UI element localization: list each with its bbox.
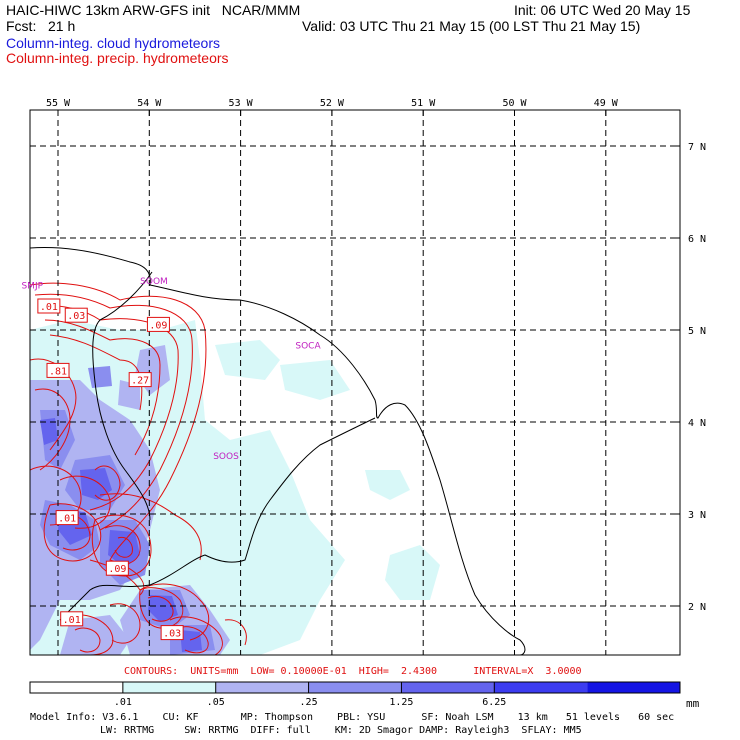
colorbar: .01 .05 .25 1.25 6.25 [29, 681, 681, 708]
contour-label-text: .01 [63, 615, 81, 626]
contour-info: CONTOURS: UNITS=mm LOW= 0.10000E-01 HIGH… [124, 666, 582, 677]
lon-label: 53 W [229, 98, 254, 109]
colorbar-units: mm [686, 697, 700, 710]
colorbar-swatch [308, 682, 402, 693]
lat-lon-grid [30, 110, 680, 655]
contour-label-box [105, 560, 129, 576]
plot-title: HAIC-HIWC 13km ARW-GFS init NCAR/MMM [6, 2, 301, 18]
contour-label-box [46, 362, 70, 378]
contour-label-text: .81 [49, 366, 67, 377]
field-cloud-hydrometeors: Column-integ. cloud hydrometeors [6, 35, 220, 51]
colorbar-swatch [494, 682, 588, 693]
init-time: Init: 06 UTC Wed 20 May 15 [514, 2, 691, 18]
contour-label-box [64, 307, 88, 323]
colorbar-tick-label: .25 [300, 697, 318, 708]
lat-label: 6 N [688, 234, 706, 245]
station-label: SOCA [295, 341, 321, 351]
model-info-line2: LW: RRTMG SW: RRTMG DIFF: full KM: 2D Sm… [100, 725, 582, 736]
hydrometeor-shading [30, 320, 440, 655]
contour-label-text: .09 [108, 564, 126, 575]
longitude-labels: 55 W 54 W 53 W 52 W 51 W 50 W 49 W [46, 98, 619, 109]
station-label: SOOS [213, 452, 239, 462]
lat-label: 2 N [688, 602, 706, 613]
colorbar-tick-label: .05 [207, 697, 225, 708]
station-labels: SMJP SOOM SOCA SOOS [21, 277, 321, 462]
contour-label-box [60, 611, 84, 627]
contour-label-text: .01 [58, 514, 76, 525]
contour-label-box [55, 510, 79, 526]
station-label: SMJP [21, 282, 43, 292]
lon-label: 54 W [137, 98, 162, 109]
contour-label: .03 [160, 625, 184, 641]
lon-label: 52 W [320, 98, 345, 109]
contour-label-text: .09 [149, 320, 167, 331]
contour-label: .01 [37, 298, 61, 314]
forecast-hour: Fcst: 21 h [6, 18, 76, 34]
contour-label: .09 [105, 560, 129, 576]
colorbar-swatch [401, 682, 495, 693]
lon-label: 49 W [594, 98, 619, 109]
contour-label: .01 [60, 611, 84, 627]
axis-ticks [57, 110, 680, 607]
colorbar-swatch [587, 682, 680, 693]
contour-label: .81 [46, 362, 70, 378]
model-info-line1: Model Info: V3.6.1 CU: KF MP: Thompson P… [30, 712, 675, 723]
lat-label: 3 N [688, 510, 706, 521]
contour-label: .09 [146, 316, 170, 332]
valid-time: Valid: 03 UTC Thu 21 May 15 (00 LST Thu … [302, 18, 641, 34]
colorbar-outline [29, 681, 681, 694]
colorbar-swatch [30, 682, 123, 693]
field-precip-hydrometeors: Column-integ. precip. hydrometeors [6, 50, 229, 66]
lat-label: 5 N [688, 326, 706, 337]
contour-label-text: .03 [163, 629, 181, 640]
colorbar-tick-label: 6.25 [482, 697, 506, 708]
colorbar-tick-label: .01 [114, 697, 132, 708]
colorbar-swatch [215, 682, 309, 693]
contour-labels: .01 .03 .09 .81 .27 .01 .09 .01 .03 [37, 298, 184, 641]
contour-label-text: .27 [131, 376, 149, 387]
colorbar-swatch [122, 682, 216, 693]
contour-label-text: .03 [67, 311, 85, 322]
lon-label: 50 W [502, 98, 527, 109]
latitude-labels: 7 N 6 N 5 N 4 N 3 N 2 N [688, 142, 706, 613]
contour-label-box [146, 316, 170, 332]
contour-label: .01 [55, 510, 79, 526]
map-frame [29, 109, 681, 656]
coastline [30, 247, 526, 655]
lon-label: 51 W [411, 98, 436, 109]
lat-label: 4 N [688, 418, 706, 429]
contour-label: .03 [64, 307, 88, 323]
contour-label: .27 [128, 372, 152, 388]
contour-label-text: .01 [40, 302, 58, 313]
station-label: SOOM [140, 277, 168, 287]
lat-label: 7 N [688, 142, 706, 153]
contour-label-box [160, 625, 184, 641]
contour-label-box [37, 298, 61, 314]
colorbar-tick-label: 1.25 [389, 697, 413, 708]
contour-label-box [128, 372, 152, 388]
lon-label: 55 W [46, 98, 71, 109]
